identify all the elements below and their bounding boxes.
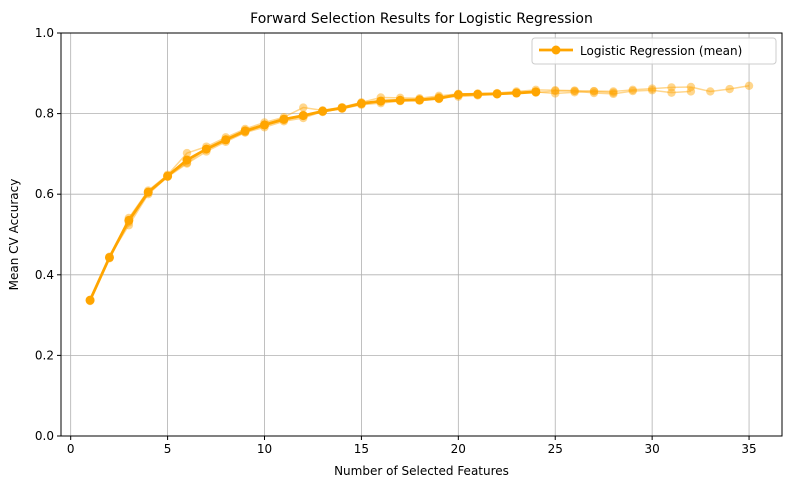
mean-point [376, 96, 386, 106]
run-point [551, 86, 560, 96]
mean-point [221, 135, 231, 145]
mean-point [240, 126, 250, 136]
mean-point [279, 114, 289, 124]
mean-point [356, 99, 366, 109]
x-tick-label: 25 [548, 442, 563, 456]
y-tick-label: 0.8 [35, 107, 54, 121]
mean-point [124, 215, 134, 225]
mean-point [453, 90, 463, 100]
run-point [628, 86, 637, 96]
y-axis-title: Mean CV Accuracy [7, 179, 21, 291]
legend-box [531, 37, 777, 65]
chart-title: Forward Selection Results for Logistic R… [250, 11, 593, 27]
y-tick-label: 0.6 [35, 187, 54, 201]
legend: Logistic Regression (mean) [531, 37, 777, 65]
x-axis-title: Number of Selected Features [334, 464, 509, 478]
run-point [647, 86, 657, 95]
run-point [706, 87, 715, 96]
mean-point [415, 95, 425, 105]
run-point [570, 86, 579, 96]
y-tick-label: 1.0 [35, 26, 54, 40]
plot-area: 0 5 10 15 20 25 30 35 0.0 0.2 0.4 0.6 0.8 1.0 Logistic… [35, 26, 783, 456]
mean-point [511, 88, 521, 98]
x-tick-label: 20 [451, 442, 466, 456]
axes-border [60, 32, 783, 437]
mean-series [85, 87, 541, 305]
mean-point [104, 252, 114, 262]
x-tick-label: 35 [741, 442, 756, 456]
run-point [299, 103, 308, 112]
mean-point [201, 144, 211, 154]
y-tick-label: 0.2 [35, 348, 54, 362]
y-tick-label: 0.4 [35, 268, 54, 282]
run-point [628, 85, 637, 95]
run-point [570, 88, 579, 97]
run-point [589, 86, 599, 96]
x-tick-label: 5 [164, 442, 172, 456]
mean-point [298, 111, 308, 121]
run-point [744, 81, 754, 90]
x-axis-ticks: 0 5 10 15 20 25 30 35 [67, 436, 757, 456]
x-tick-label: 15 [354, 442, 369, 456]
run-point [551, 86, 560, 95]
mean-point [163, 171, 173, 181]
run-point [667, 88, 676, 97]
run-point [551, 89, 560, 98]
run-point [667, 83, 676, 92]
mean-point [473, 89, 483, 99]
run-point [589, 88, 599, 98]
mean-point [492, 89, 502, 99]
run-point [686, 82, 696, 92]
run-point [609, 87, 618, 96]
run-point [647, 84, 657, 93]
run-point [570, 86, 579, 95]
mean-point [318, 106, 328, 116]
run-point [589, 87, 599, 96]
plot-frame [60, 32, 783, 437]
mean-point [143, 187, 153, 197]
mean-point [434, 93, 444, 103]
run-point [182, 148, 192, 158]
mean-point [85, 295, 95, 305]
legend-label: Logistic Regression (mean) [580, 44, 742, 58]
mean-point [260, 120, 270, 130]
run-point [725, 84, 734, 94]
run-point [609, 89, 618, 99]
y-axis-ticks: 0.0 0.2 0.4 0.6 0.8 1.0 [35, 26, 61, 443]
run-point [686, 87, 696, 96]
x-tick-label: 0 [67, 442, 75, 456]
mean-point [337, 103, 347, 113]
mean-point [182, 155, 192, 165]
x-tick-label: 30 [645, 442, 660, 456]
y-tick-label: 0.0 [35, 429, 54, 443]
mean-point [395, 95, 405, 105]
x-tick-label: 10 [257, 442, 272, 456]
mean-point [531, 87, 541, 97]
legend-marker [551, 45, 561, 55]
run-point [609, 88, 618, 97]
